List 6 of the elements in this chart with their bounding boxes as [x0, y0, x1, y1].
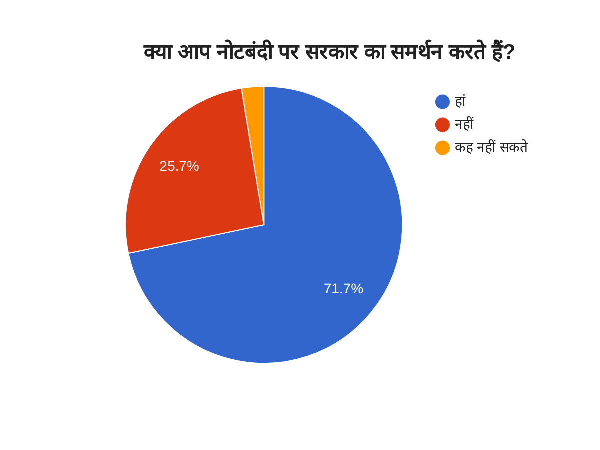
- legend-label: हां: [455, 92, 466, 109]
- legend-label: नहीं: [455, 116, 474, 132]
- chart-title: क्या आप नोटबंदी पर सरकार का समर्थन करते हैं?: [142, 40, 517, 66]
- legend-label: कह नहीं सकते: [455, 138, 529, 155]
- data-label: 25.7%: [160, 158, 200, 174]
- data-label: 71.7%: [324, 280, 364, 296]
